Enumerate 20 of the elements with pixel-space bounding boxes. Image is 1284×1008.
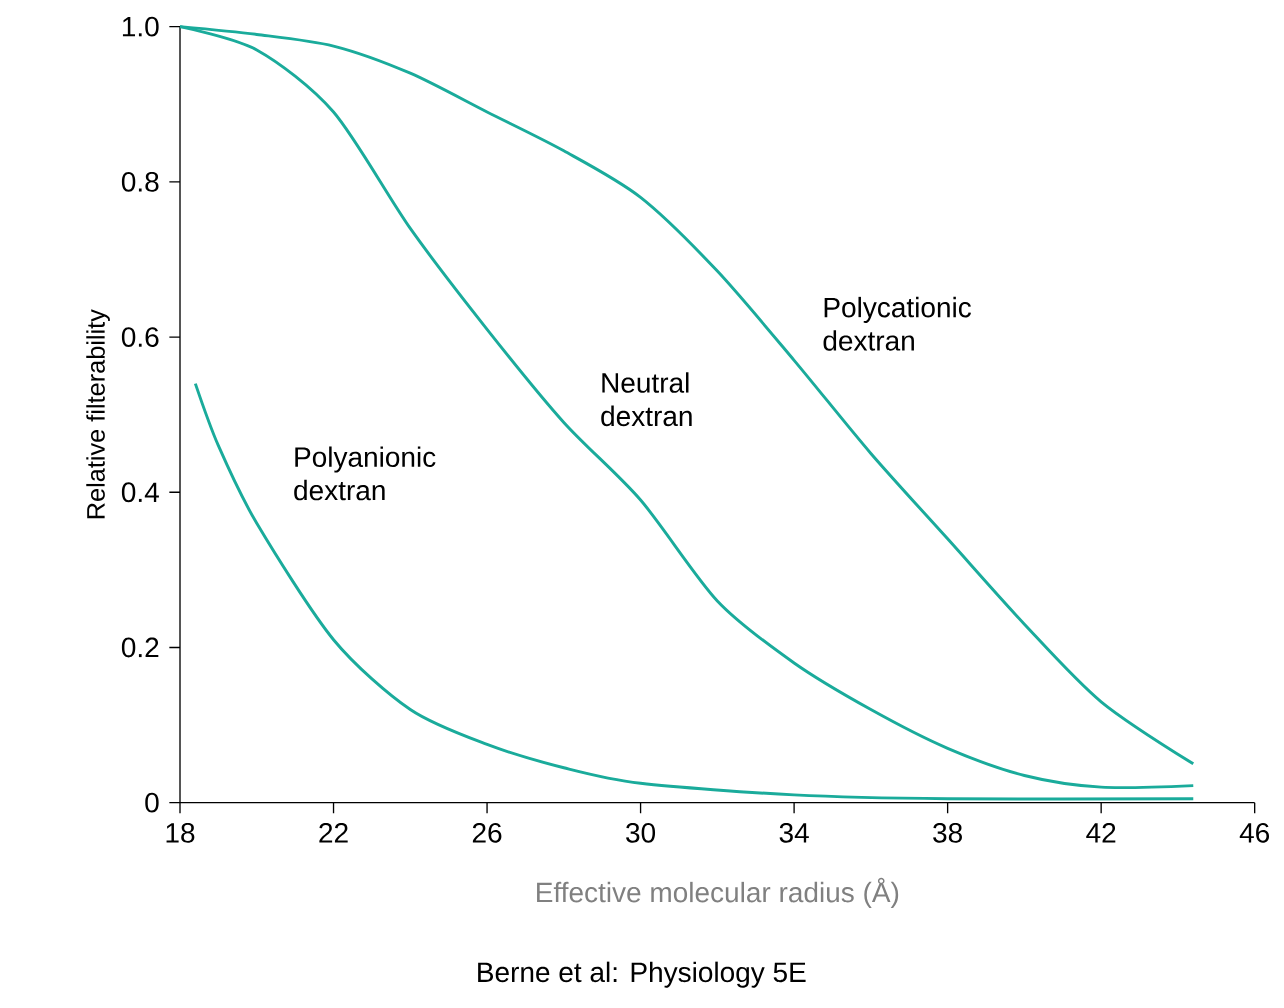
x-axis-title: Effective molecular radius (Å) [537,877,899,908]
series-label: Polycationic dextran [823,296,972,351]
y-tick-label: 1.0 [122,16,159,37]
y-axis-title: Relative filterability [86,309,110,519]
text: Berne et al: Physiology 5E [478,961,806,988]
y-tick-label: 0.2 [121,637,159,658]
x-tick-label: 34 [779,822,809,843]
x-tick-label: 38 [933,822,962,843]
x-tick-label: 26 [472,822,502,843]
y-tick-label: 0.6 [121,327,159,347]
x-tick-label: 42 [1086,822,1116,843]
x-tick-label: 18 [166,822,195,843]
x-tick-label: 30 [626,822,656,843]
x-tick-label: 22 [319,822,348,843]
y-tick-label: 0.8 [121,171,159,192]
series-label: Neutral dextran [601,372,692,427]
y-tick-label: 0.4 [121,482,159,503]
series-label: Polyanionic dextran [294,446,436,501]
x-tick-label: 46 [1239,822,1270,843]
y-tick-label: 0 [145,792,159,813]
